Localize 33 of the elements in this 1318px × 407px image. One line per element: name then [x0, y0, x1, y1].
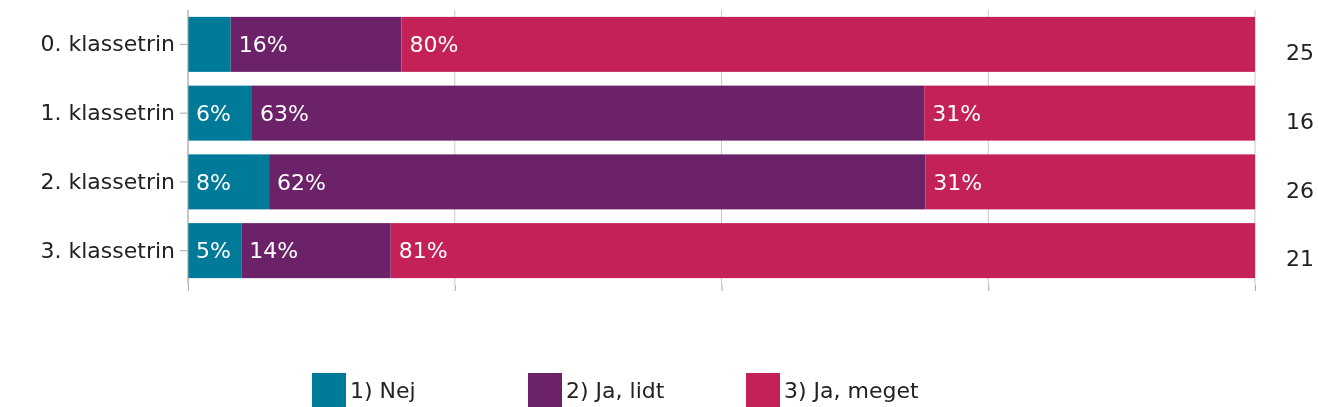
y-tick-label: 2. klassetrin	[40, 168, 175, 194]
data-label: 14%	[249, 238, 299, 264]
bar	[241, 223, 391, 279]
bar	[188, 154, 270, 210]
bar	[188, 16, 231, 72]
bar	[390, 223, 1255, 279]
text: 21	[1286, 246, 1314, 272]
data-label: 63%	[260, 100, 309, 126]
bar	[925, 154, 1255, 210]
y-tick-label: 3. klassetrin	[40, 237, 175, 263]
bar	[252, 85, 925, 141]
bar	[924, 85, 1255, 141]
legend-label: 1) Nej	[350, 377, 416, 403]
data-label: 62%	[277, 169, 326, 195]
data-label: 31%	[933, 169, 983, 195]
bar	[188, 85, 253, 141]
data-label: 16%	[238, 32, 288, 58]
y-tick-label: 0. klassetrin	[40, 31, 175, 57]
data-label: 80%	[409, 32, 459, 58]
y-tick-label: 1. klassetrin	[40, 100, 175, 126]
data-label: 6%	[196, 100, 231, 126]
data-label: 8%	[196, 169, 231, 195]
bar	[401, 16, 1255, 72]
text: 16	[1286, 108, 1314, 134]
legend-label: 3) Ja, meget	[784, 377, 919, 403]
text: 26	[1286, 177, 1314, 203]
data-label: 5%	[196, 238, 231, 264]
data-label: 81%	[398, 238, 448, 264]
text: 25	[1286, 40, 1314, 66]
bar	[230, 16, 402, 72]
legend-label: 2) Ja, lidt	[566, 377, 665, 403]
data-label: 31%	[932, 100, 982, 126]
bar	[269, 154, 926, 210]
